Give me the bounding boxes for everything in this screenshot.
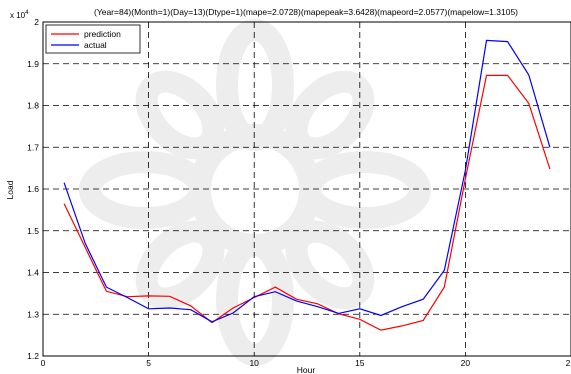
y-tick-label: 1.2 bbox=[27, 351, 39, 361]
x-tick-label: 5 bbox=[146, 358, 151, 368]
y-tick-label: 1.4 bbox=[27, 268, 39, 278]
legend-label-prediction: prediction bbox=[84, 29, 121, 39]
x-tick-label: 20 bbox=[461, 358, 471, 368]
series-line-prediction bbox=[63, 74, 551, 331]
x-tick-label: 15 bbox=[355, 358, 365, 368]
y-tick-label: 1.6 bbox=[27, 184, 39, 194]
y-tick-label: 1.8 bbox=[27, 101, 39, 111]
x-tick-label: 0 bbox=[41, 358, 46, 368]
y-exponent-label: x 104 bbox=[10, 10, 29, 20]
x-axis: 0 5 10 15 20 2 bbox=[41, 358, 571, 368]
x-tick-label: 2 bbox=[566, 358, 571, 368]
y-tick-label: 1.9 bbox=[27, 59, 39, 69]
grid-lines bbox=[43, 22, 571, 356]
chart-title: (Year=84)(Month=1)(Day=13)(Dtype=1)(mape… bbox=[94, 7, 518, 17]
x-tick-label: 10 bbox=[249, 358, 259, 368]
x-axis-label: Hour bbox=[297, 365, 316, 374]
y-axis: 1.2 1.3 1.4 1.5 1.6 1.7 1.8 1.9 2 bbox=[27, 17, 39, 361]
y-axis-label: Load bbox=[5, 180, 15, 199]
legend-box bbox=[45, 24, 141, 54]
y-tick-label: 1.3 bbox=[27, 309, 39, 319]
legend-label-actual: actual bbox=[84, 40, 107, 50]
y-tick-label: 1.5 bbox=[27, 226, 39, 236]
series-line-actual bbox=[63, 39, 551, 323]
y-tick-label: 1.7 bbox=[27, 142, 39, 152]
y-tick-label: 2 bbox=[34, 17, 39, 27]
series-lines bbox=[63, 39, 551, 331]
